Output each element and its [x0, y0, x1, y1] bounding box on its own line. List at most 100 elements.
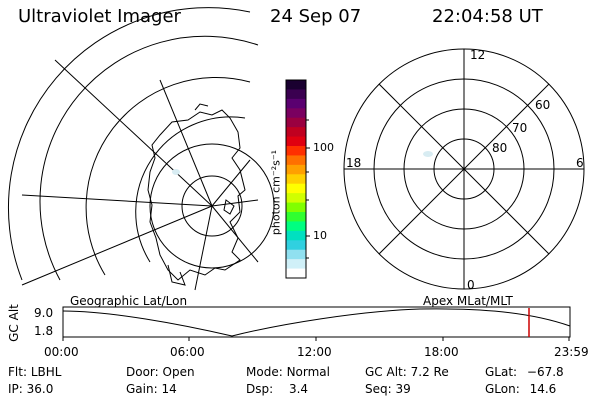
orbit-xtick-label: 06:00 [170, 345, 205, 359]
info-flt: Flt: LBHL [8, 365, 61, 379]
orbit-ytick-top: 9.0 [34, 306, 54, 320]
geo-meridian [159, 79, 213, 207]
orbit-xtick-label: 18:00 [424, 345, 459, 359]
colorbar-band [286, 240, 306, 251]
geo-lat-circle [181, 175, 243, 237]
colorbar-band [286, 117, 306, 128]
colorbar-band [286, 80, 306, 90]
geo-panel-label: Geographic Lat/Lon [70, 294, 188, 308]
colorbar-band [286, 89, 306, 100]
colorbar-band [286, 183, 306, 194]
ip-value: 36.0 [26, 382, 54, 396]
polar-diagonal [378, 83, 550, 255]
flt-label: Flt: [8, 365, 27, 379]
time-label: 22:04:58 UT [432, 6, 543, 27]
mode-label: Mode: [246, 365, 283, 379]
colorbar-label: photon cm⁻²s⁻¹ [269, 149, 283, 236]
colorbar-band [286, 127, 306, 138]
info-glat: GLat: −67.8 [485, 365, 564, 379]
orbit-xtick-label: 12:00 [297, 345, 332, 359]
geo-meridian [211, 159, 251, 207]
glat-value: −67.8 [526, 365, 564, 379]
geo-meridian [21, 205, 213, 286]
colorbar-band [286, 98, 306, 109]
gain-label: Gain: [126, 382, 158, 396]
dsp-label: Dsp: [246, 382, 274, 396]
polar-label-18: 18 [346, 156, 362, 170]
colorbar-tick-100-label: 100 [313, 141, 334, 154]
info-mode: Mode: Normal [246, 365, 330, 379]
colorbar [286, 80, 306, 279]
aurora-speck [423, 151, 433, 157]
flt-value: LBHL [30, 365, 62, 379]
colorbar-band [286, 146, 306, 156]
colorbar-band [286, 155, 306, 166]
glon-value: 14.6 [529, 382, 557, 396]
orbit-xtick-label: 00:00 [44, 345, 79, 359]
polar-plot [343, 48, 585, 290]
colorbar-band [286, 221, 306, 232]
info-glon: GLon: 14.6 [485, 382, 556, 396]
orbit-ytick-bottom: 1.8 [34, 324, 54, 338]
dsp-value: 3.4 [288, 382, 309, 396]
info-gcalt: GC Alt: 7.2 Re [365, 365, 449, 379]
geo-lat-circle [149, 143, 275, 269]
glon-label: GLon: [485, 382, 520, 396]
colorbar-tick-10-label: 10 [313, 229, 327, 242]
seq-value: 39 [395, 382, 411, 396]
polar-label-12: 12 [470, 48, 486, 62]
colorbar-band [286, 108, 306, 119]
info-seq: Seq: 39 [365, 382, 411, 396]
date-label: 24 Sep 07 [270, 6, 362, 27]
colorbar-frame [285, 79, 307, 279]
geo-meridian [21, 194, 213, 207]
geo-lat-arc [135, 116, 246, 263]
polar-ring-60-label: 60 [535, 98, 551, 112]
aurora-speck [172, 169, 180, 175]
colorbar-band [286, 174, 306, 185]
colorbar-band [286, 164, 306, 175]
geo-meridian [54, 59, 213, 207]
geo-lat-arc [7, 7, 251, 281]
polar-ring-80-label: 80 [492, 141, 508, 155]
colorbar-band [286, 230, 306, 241]
polar-label-0: 0 [467, 278, 475, 292]
colorbar-band [286, 268, 306, 279]
geo-meridian [211, 199, 259, 207]
gcalt-value: 7.2 Re [410, 365, 449, 379]
info-gain: Gain: 14 [126, 382, 177, 396]
gain-value: 14 [161, 382, 177, 396]
colorbar-band [286, 136, 306, 147]
geographic-map [7, 7, 275, 291]
geo-lat-arc [85, 77, 251, 276]
geo-lat-arc [39, 35, 259, 281]
coastline [194, 103, 209, 111]
gcalt-label: GC Alt: [365, 365, 407, 379]
orbit-altitude-curve [62, 308, 571, 337]
colorbar-band [286, 259, 306, 270]
info-ip: IP: 36.0 [8, 382, 53, 396]
coastline [147, 109, 246, 281]
geo-meridian [194, 205, 213, 291]
polar-label-6: 6 [576, 156, 584, 170]
polar-ring-70-label: 70 [512, 121, 528, 135]
colorbar-band [286, 249, 306, 260]
info-dsp: Dsp: 3.4 [246, 382, 308, 396]
app-title: Ultraviolet Imager [18, 6, 181, 27]
orbit-yaxis-label: GC Alt [7, 304, 21, 342]
colorbar-band [286, 202, 306, 213]
orbit-xtick-label: 23:59 [554, 345, 589, 359]
coastline [223, 199, 235, 215]
door-label: Door: [126, 365, 159, 379]
mode-value: Normal [286, 365, 330, 379]
glat-label: GLat: [485, 365, 518, 379]
door-value: Open [162, 365, 195, 379]
colorbar-band [286, 212, 306, 222]
apex-panel-label: Apex MLat/MLT [423, 294, 513, 308]
colorbar-band [286, 193, 306, 204]
geo-meridian [211, 205, 259, 263]
ip-label: IP: [8, 382, 23, 396]
seq-label: Seq: [365, 382, 392, 396]
coastline [167, 264, 186, 286]
